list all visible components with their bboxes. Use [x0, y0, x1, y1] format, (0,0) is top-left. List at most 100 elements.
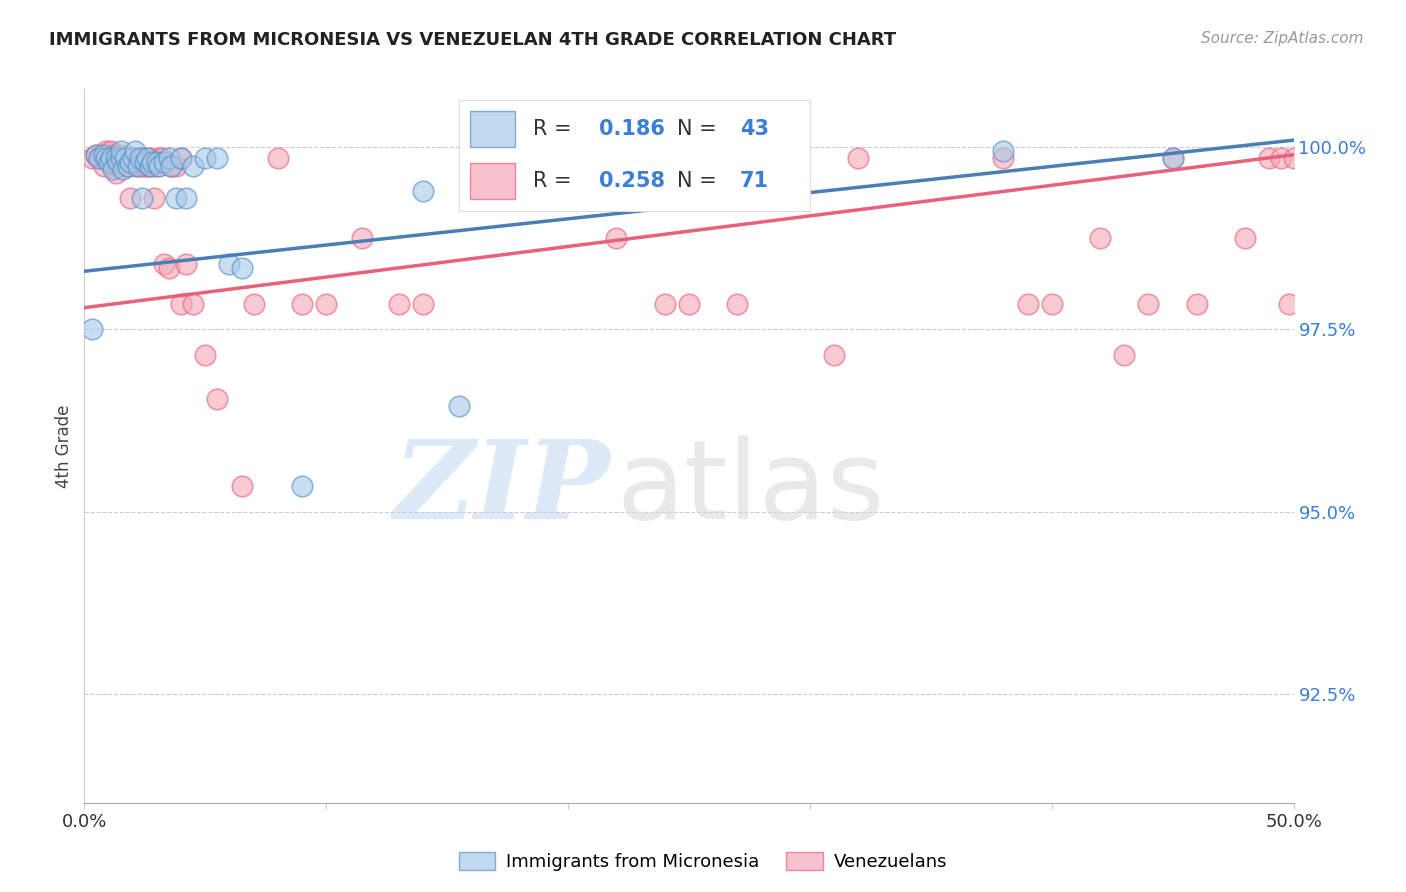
Point	[170, 152, 193, 166]
Point	[104, 152, 127, 166]
Text: atlas: atlas	[616, 435, 884, 542]
Text: ZIP: ZIP	[394, 435, 610, 542]
Point	[110, 152, 132, 166]
Point	[218, 257, 240, 271]
Point	[181, 297, 204, 311]
Point	[352, 231, 374, 245]
Point	[267, 152, 290, 166]
Point	[141, 159, 163, 173]
Point	[110, 144, 132, 158]
Point	[93, 159, 115, 173]
Point	[86, 147, 108, 161]
Point	[121, 152, 143, 166]
Point	[678, 297, 700, 311]
Point	[148, 159, 170, 173]
Point	[100, 144, 122, 158]
Point	[87, 152, 110, 166]
Point	[129, 152, 152, 166]
Point	[242, 297, 264, 311]
Point	[107, 159, 129, 173]
Point	[129, 159, 152, 173]
Point	[131, 152, 153, 166]
Point	[114, 159, 136, 173]
Point	[124, 159, 146, 173]
Point	[134, 155, 156, 169]
Point	[80, 322, 103, 336]
Text: Source: ZipAtlas.com: Source: ZipAtlas.com	[1201, 31, 1364, 46]
Point	[291, 297, 314, 311]
Point	[97, 155, 120, 169]
Point	[124, 144, 146, 158]
Point	[103, 147, 125, 161]
Point	[87, 152, 110, 166]
Point	[120, 155, 142, 169]
Point	[80, 152, 103, 166]
Point	[194, 152, 217, 166]
Point	[1234, 231, 1257, 245]
Point	[1017, 297, 1039, 311]
Point	[388, 297, 411, 311]
Point	[104, 152, 127, 166]
Point	[112, 162, 135, 177]
Point	[134, 159, 156, 173]
Point	[654, 297, 676, 311]
Point	[174, 191, 197, 205]
Point	[93, 152, 115, 166]
Point	[160, 159, 183, 173]
Point	[94, 144, 117, 158]
Point	[194, 348, 217, 362]
Point	[127, 152, 149, 166]
Point	[120, 191, 142, 205]
Point	[90, 147, 112, 161]
Point	[157, 260, 180, 275]
Point	[146, 155, 169, 169]
Point	[725, 297, 748, 311]
Point	[1114, 348, 1136, 362]
Point	[110, 152, 132, 166]
Point	[412, 184, 434, 198]
Point	[103, 162, 125, 177]
Point	[165, 191, 187, 205]
Point	[104, 166, 127, 180]
Point	[148, 152, 170, 166]
Point	[150, 152, 173, 166]
Point	[131, 191, 153, 205]
Point	[412, 297, 434, 311]
Point	[94, 152, 117, 166]
Point	[138, 152, 160, 166]
Point	[107, 155, 129, 169]
Point	[993, 144, 1015, 158]
Y-axis label: 4th Grade: 4th Grade	[55, 404, 73, 488]
Point	[86, 147, 108, 161]
Point	[1270, 152, 1292, 166]
Point	[93, 147, 115, 161]
Point	[160, 159, 183, 173]
Point	[165, 159, 187, 173]
Point	[993, 152, 1015, 166]
Point	[1282, 152, 1305, 166]
Point	[1278, 297, 1301, 311]
Point	[97, 152, 120, 166]
Text: IMMIGRANTS FROM MICRONESIA VS VENEZUELAN 4TH GRADE CORRELATION CHART: IMMIGRANTS FROM MICRONESIA VS VENEZUELAN…	[49, 31, 897, 49]
Point	[103, 159, 125, 173]
Point	[170, 297, 193, 311]
Point	[141, 155, 163, 169]
Point	[1040, 297, 1063, 311]
Legend: Immigrants from Micronesia, Venezuelans: Immigrants from Micronesia, Venezuelans	[451, 845, 955, 879]
Point	[231, 260, 253, 275]
Point	[117, 159, 139, 173]
Point	[1185, 297, 1208, 311]
Point	[1161, 152, 1184, 166]
Point	[449, 399, 471, 413]
Point	[533, 152, 555, 166]
Point	[146, 159, 169, 173]
Point	[153, 155, 176, 169]
Point	[231, 479, 253, 493]
Point	[207, 392, 229, 406]
Point	[291, 479, 314, 493]
Point	[136, 152, 159, 166]
Point	[127, 159, 149, 173]
Point	[1258, 152, 1281, 166]
Point	[143, 191, 166, 205]
Point	[315, 297, 337, 311]
